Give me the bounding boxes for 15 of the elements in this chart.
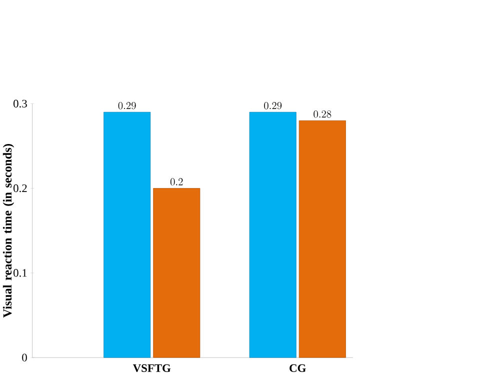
data-label: 0.28 bbox=[314, 110, 332, 118]
x-tick-label: VSFTG bbox=[132, 364, 171, 372]
y-axis-title: Visual reaction time (in seconds) bbox=[2, 144, 14, 318]
y-tick-label: 0 bbox=[22, 354, 27, 362]
y-tick-label: 0.1 bbox=[14, 269, 27, 277]
x-tick-label: CG bbox=[290, 364, 306, 372]
data-label: 0.29 bbox=[264, 102, 282, 110]
y-tick-label: 0.2 bbox=[14, 184, 27, 192]
bar bbox=[104, 112, 151, 358]
bar bbox=[153, 188, 200, 358]
data-label: 0.29 bbox=[118, 102, 136, 110]
bar bbox=[249, 112, 296, 358]
y-tick-label: 0.3 bbox=[14, 100, 27, 108]
data-label: 0.2 bbox=[170, 178, 183, 186]
bar bbox=[298, 120, 346, 358]
